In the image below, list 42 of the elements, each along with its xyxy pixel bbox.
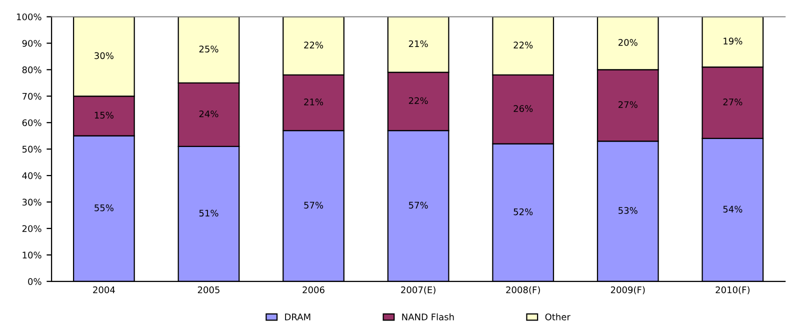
data-label: 15% [94,112,114,119]
data-label: 53% [618,207,638,214]
y-tick-label: 80% [22,66,42,74]
x-tick-label: 2007(E) [401,286,436,294]
data-label: 26% [514,105,533,112]
x-tick-label: 2009(F) [610,286,645,294]
x-tick-label: 2004 [93,286,115,294]
data-label: 27% [618,101,638,108]
data-label: 19% [724,38,742,45]
data-label: 25% [199,46,218,52]
legend-label: Other [545,313,570,320]
data-label: 20% [618,39,638,46]
x-tick-label: 2005 [198,286,220,294]
legend-label: DRAM [285,314,310,320]
y-tick-label: 90% [22,40,42,47]
y-tick-label: 60% [22,119,42,126]
x-tick-label: 2006 [302,286,324,294]
data-label: 27% [723,98,742,106]
y-tick-label: 40% [22,172,42,180]
x-tick-label: 2010(F) [716,286,750,294]
data-label: 52% [514,208,533,216]
y-tick-label: 20% [22,225,42,232]
x-tick-label: 2008(F) [506,286,540,294]
data-label: 21% [304,98,324,106]
legend-label: NAND Flash [402,313,454,320]
data-label: 30% [94,52,114,60]
y-tick-label: 0% [28,278,42,285]
data-label: 54% [723,206,742,213]
y-tick-label: 30% [22,198,42,206]
data-label: 57% [304,202,324,209]
data-label: 57% [408,202,428,209]
data-label: 55% [94,204,114,212]
data-label: 24% [199,110,218,118]
y-tick-label: 50% [22,146,42,153]
data-label: 51% [199,210,218,217]
data-label: 22% [408,97,428,104]
y-tick-label: 100% [17,13,42,20]
data-label: 21% [408,40,428,48]
data-label: 22% [514,42,533,48]
y-tick-label: 10% [22,252,42,258]
y-tick-label: 70% [22,92,42,100]
data-label: 22% [304,42,324,48]
